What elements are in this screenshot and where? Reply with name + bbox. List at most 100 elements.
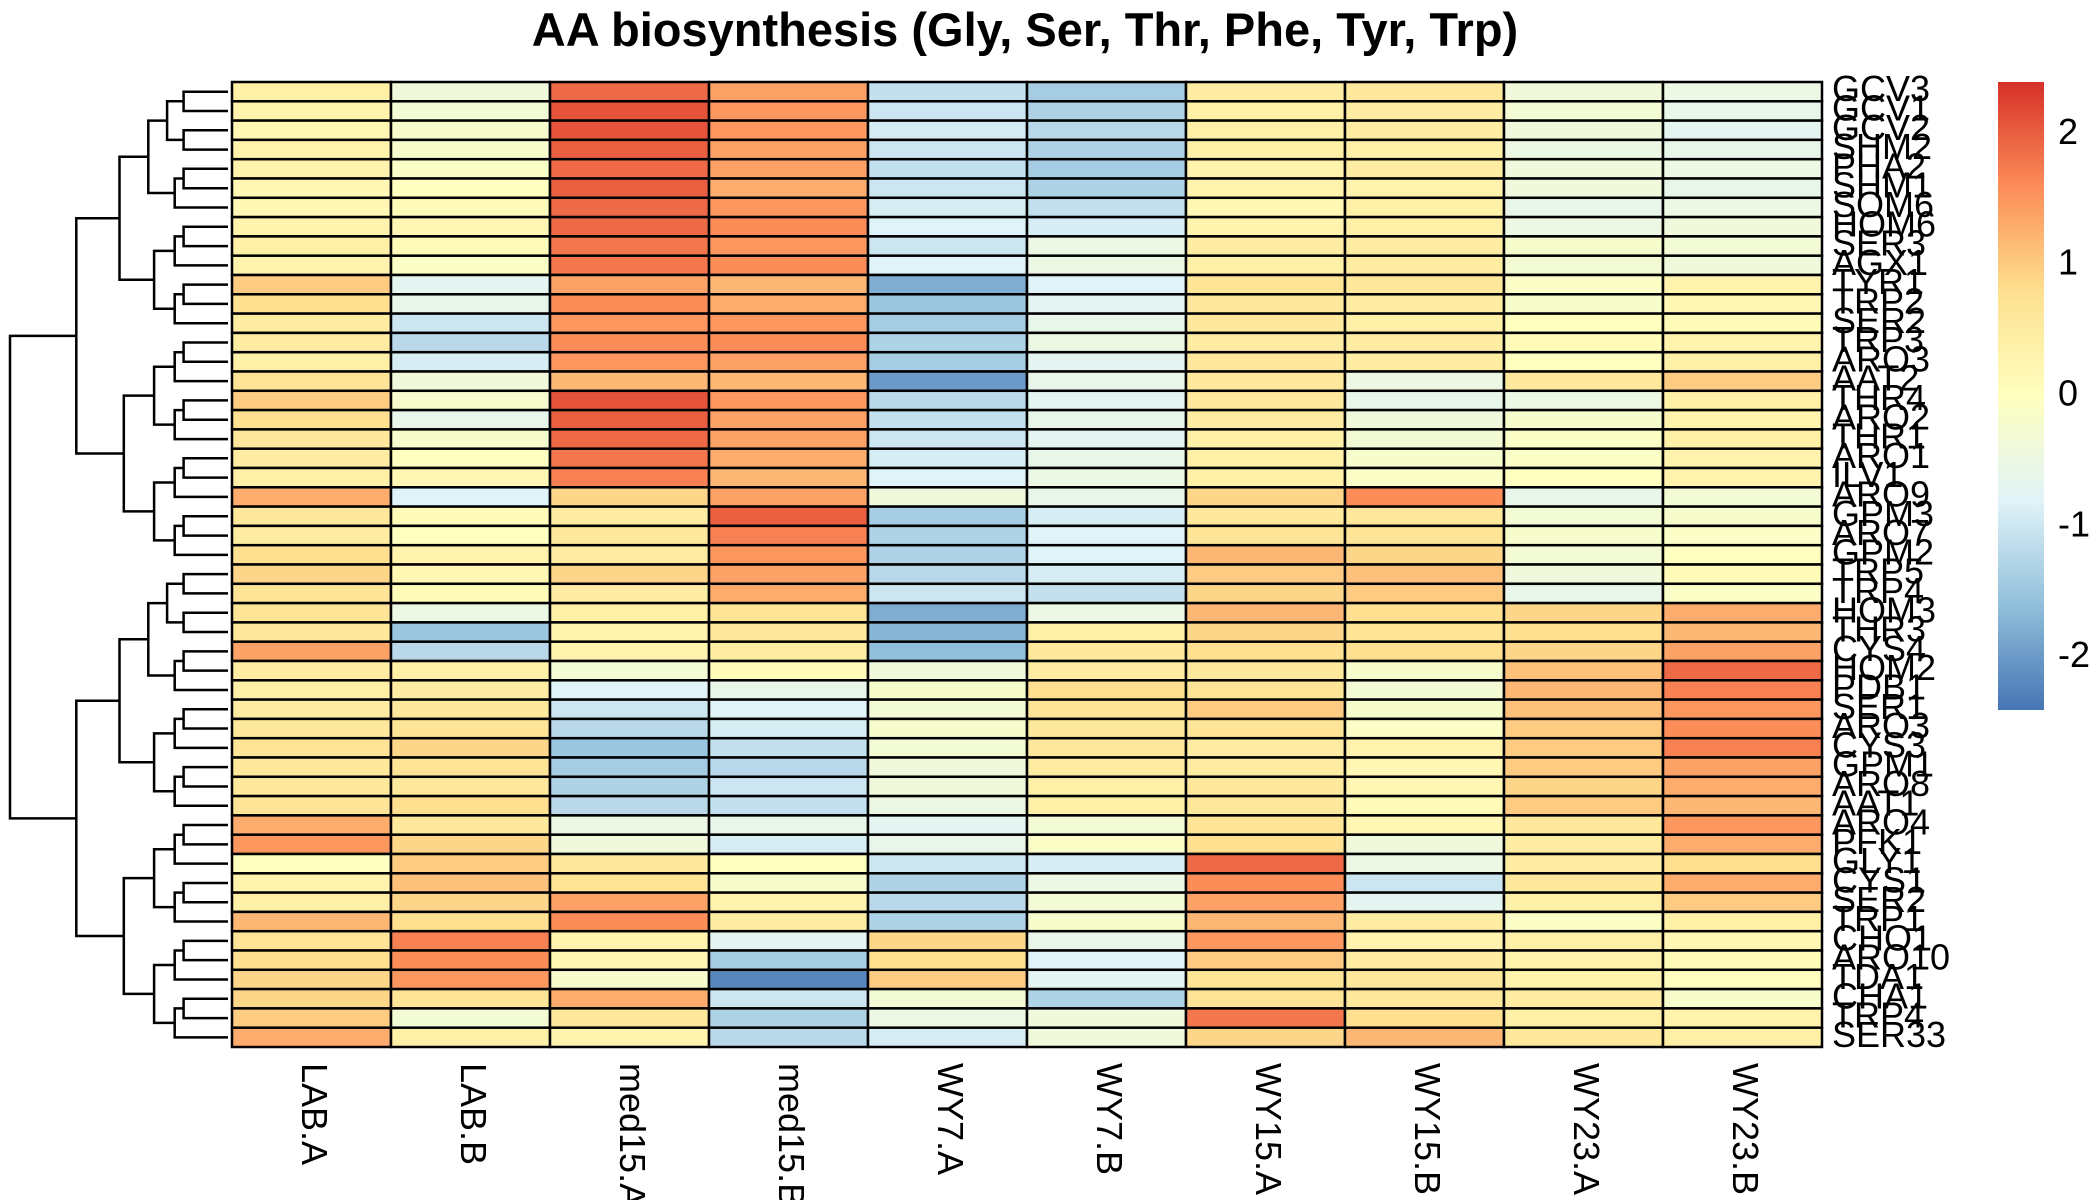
heatmap-cell [1184,100,1347,122]
heatmap-cell [1184,408,1347,431]
heatmap-cell [1025,775,1188,798]
heatmap-cell [1661,138,1824,161]
heatmap-cell [1184,293,1347,315]
heatmap-cell [230,756,393,779]
heatmap-cell [866,852,1029,875]
heatmap-cell [866,775,1029,798]
heatmap-cell [866,543,1029,566]
dendrogram-branch [152,249,175,311]
heatmap-cell [389,679,552,701]
heatmap-cell [1025,987,1188,1010]
dendrogram-branch [182,129,228,151]
heatmap-cell [389,466,552,489]
heatmap-cell [548,447,711,470]
heatmap-cell [389,949,552,972]
row-label: CYS4 [1832,628,1926,669]
row-label: SER2 [1832,300,1926,341]
heatmap-cell [230,312,393,335]
heatmap-cell [707,177,870,200]
heatmap-cell [1661,1007,1824,1029]
heatmap-cell [866,929,1029,952]
heatmap-cell [1502,408,1665,431]
heatmap-cell [707,717,870,740]
heatmap-cell [1343,157,1506,180]
heatmap-cell [1184,543,1347,566]
heatmap-cell [1343,331,1506,354]
heatmap-cell [707,157,870,180]
heatmap-cell [866,408,1029,431]
heatmap-cell [1502,872,1665,894]
heatmap-cell [707,505,870,528]
heatmap-cell [230,910,393,933]
column-label: WY7.A [930,1063,971,1175]
heatmap-cell [1661,466,1824,489]
heatmap-cell [389,659,552,682]
heatmap-cell [707,100,870,122]
heatmap-cell [1502,679,1665,701]
heatmap-cell [707,949,870,972]
heatmap-cell [1661,428,1824,450]
dendrogram-branch [165,582,184,624]
dendrogram-branch [122,394,155,513]
heatmap-cell [1343,196,1506,219]
heatmap-cell [1502,505,1665,528]
heatmap-cell [1343,1007,1506,1029]
heatmap-cell [389,331,552,354]
heatmap-cell [707,852,870,875]
row-label: TRP5 [1832,551,1924,592]
heatmap-cell [1661,100,1824,122]
heatmap-cell [1025,196,1188,219]
heatmap-cell [1661,910,1824,933]
heatmap-cell [866,235,1029,257]
heatmap-cell [1661,408,1824,431]
heatmap-cell [1343,100,1506,122]
column-label: LAB.B [453,1063,494,1165]
heatmap-cell [707,968,870,991]
heatmap-cell [1502,1026,1665,1049]
row-label: ILV1 [1832,454,1903,495]
heatmap-cell [548,852,711,875]
heatmap-cell [1343,698,1506,721]
dendrogram-branch [182,167,228,190]
column-labels: LAB.A LAB.B med15.A med15.B WY7.A WY7.B WY15.A… [294,1063,1766,1200]
heatmap-cell [389,987,552,1010]
heatmap-cell [1184,775,1347,798]
heatmap-cell [230,891,393,914]
column-label: WY23.A [1566,1063,1607,1195]
heatmap-cell [1502,524,1665,547]
heatmap-cell [389,350,552,373]
heatmap-cell [1184,196,1347,219]
heatmap-cell [866,428,1029,450]
heatmap-cell [1661,293,1824,315]
heatmap-cell [866,968,1029,991]
color-scale-tick-label: 1 [2058,242,2078,283]
heatmap-cell [707,370,870,393]
heatmap-cell [707,293,870,315]
heatmap-cell [866,601,1029,624]
heatmap-cell [548,756,711,779]
heatmap-cell [707,775,870,798]
row-label: ARO3 [1832,705,1930,746]
heatmap-cell [866,505,1029,528]
heatmap-cell [1343,621,1506,643]
row-label: TRP1 [1832,898,1924,939]
heatmap-cell [1502,447,1665,470]
dendrogram-branch [182,225,228,248]
heatmap-cell [1343,273,1506,296]
row-label: ARO10 [1832,937,1950,978]
heatmap-cell [1184,447,1347,470]
heatmap-cell [1025,312,1188,335]
heatmap-cell [1343,119,1506,142]
heatmap-cell [866,736,1029,759]
heatmap-cell [1502,659,1665,682]
heatmap-cell [1502,621,1665,643]
row-label: SER3 [1832,223,1926,264]
heatmap-cell [1343,814,1506,836]
heatmap-cell [1661,505,1824,528]
heatmap-cell [389,80,552,103]
heatmap-cell [1502,563,1665,586]
heatmap-cell [389,524,552,547]
heatmap-cell [866,987,1029,1010]
heatmap-cell [1343,389,1506,412]
heatmap-cell [1184,968,1347,991]
